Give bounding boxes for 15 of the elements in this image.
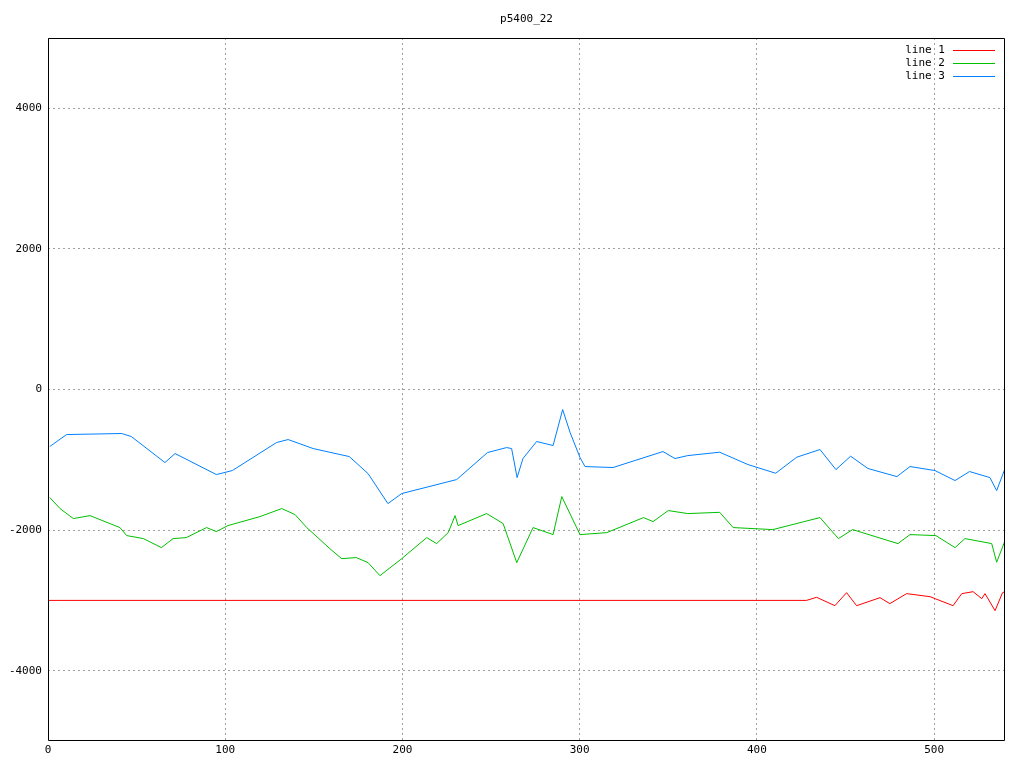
y-tick-label: -4000 <box>8 663 42 677</box>
legend-label: line 2 <box>905 55 945 69</box>
y-tick-label: 0 <box>35 382 42 396</box>
x-tick-label: 300 <box>569 743 590 757</box>
x-tick-label: 200 <box>392 743 413 757</box>
x-tick-label: 100 <box>215 743 236 757</box>
chart-title: p5400_22 <box>500 11 553 25</box>
legend-label: line 3 <box>905 68 945 82</box>
x-tick-label: 400 <box>746 743 767 757</box>
y-tick-label: 2000 <box>15 241 42 255</box>
x-tick-label: 500 <box>924 743 945 757</box>
x-tick-label: 0 <box>44 743 52 757</box>
y-tick-label: 4000 <box>15 101 42 115</box>
legend-label: line 1 <box>905 42 945 56</box>
y-tick-label: -2000 <box>8 522 42 536</box>
